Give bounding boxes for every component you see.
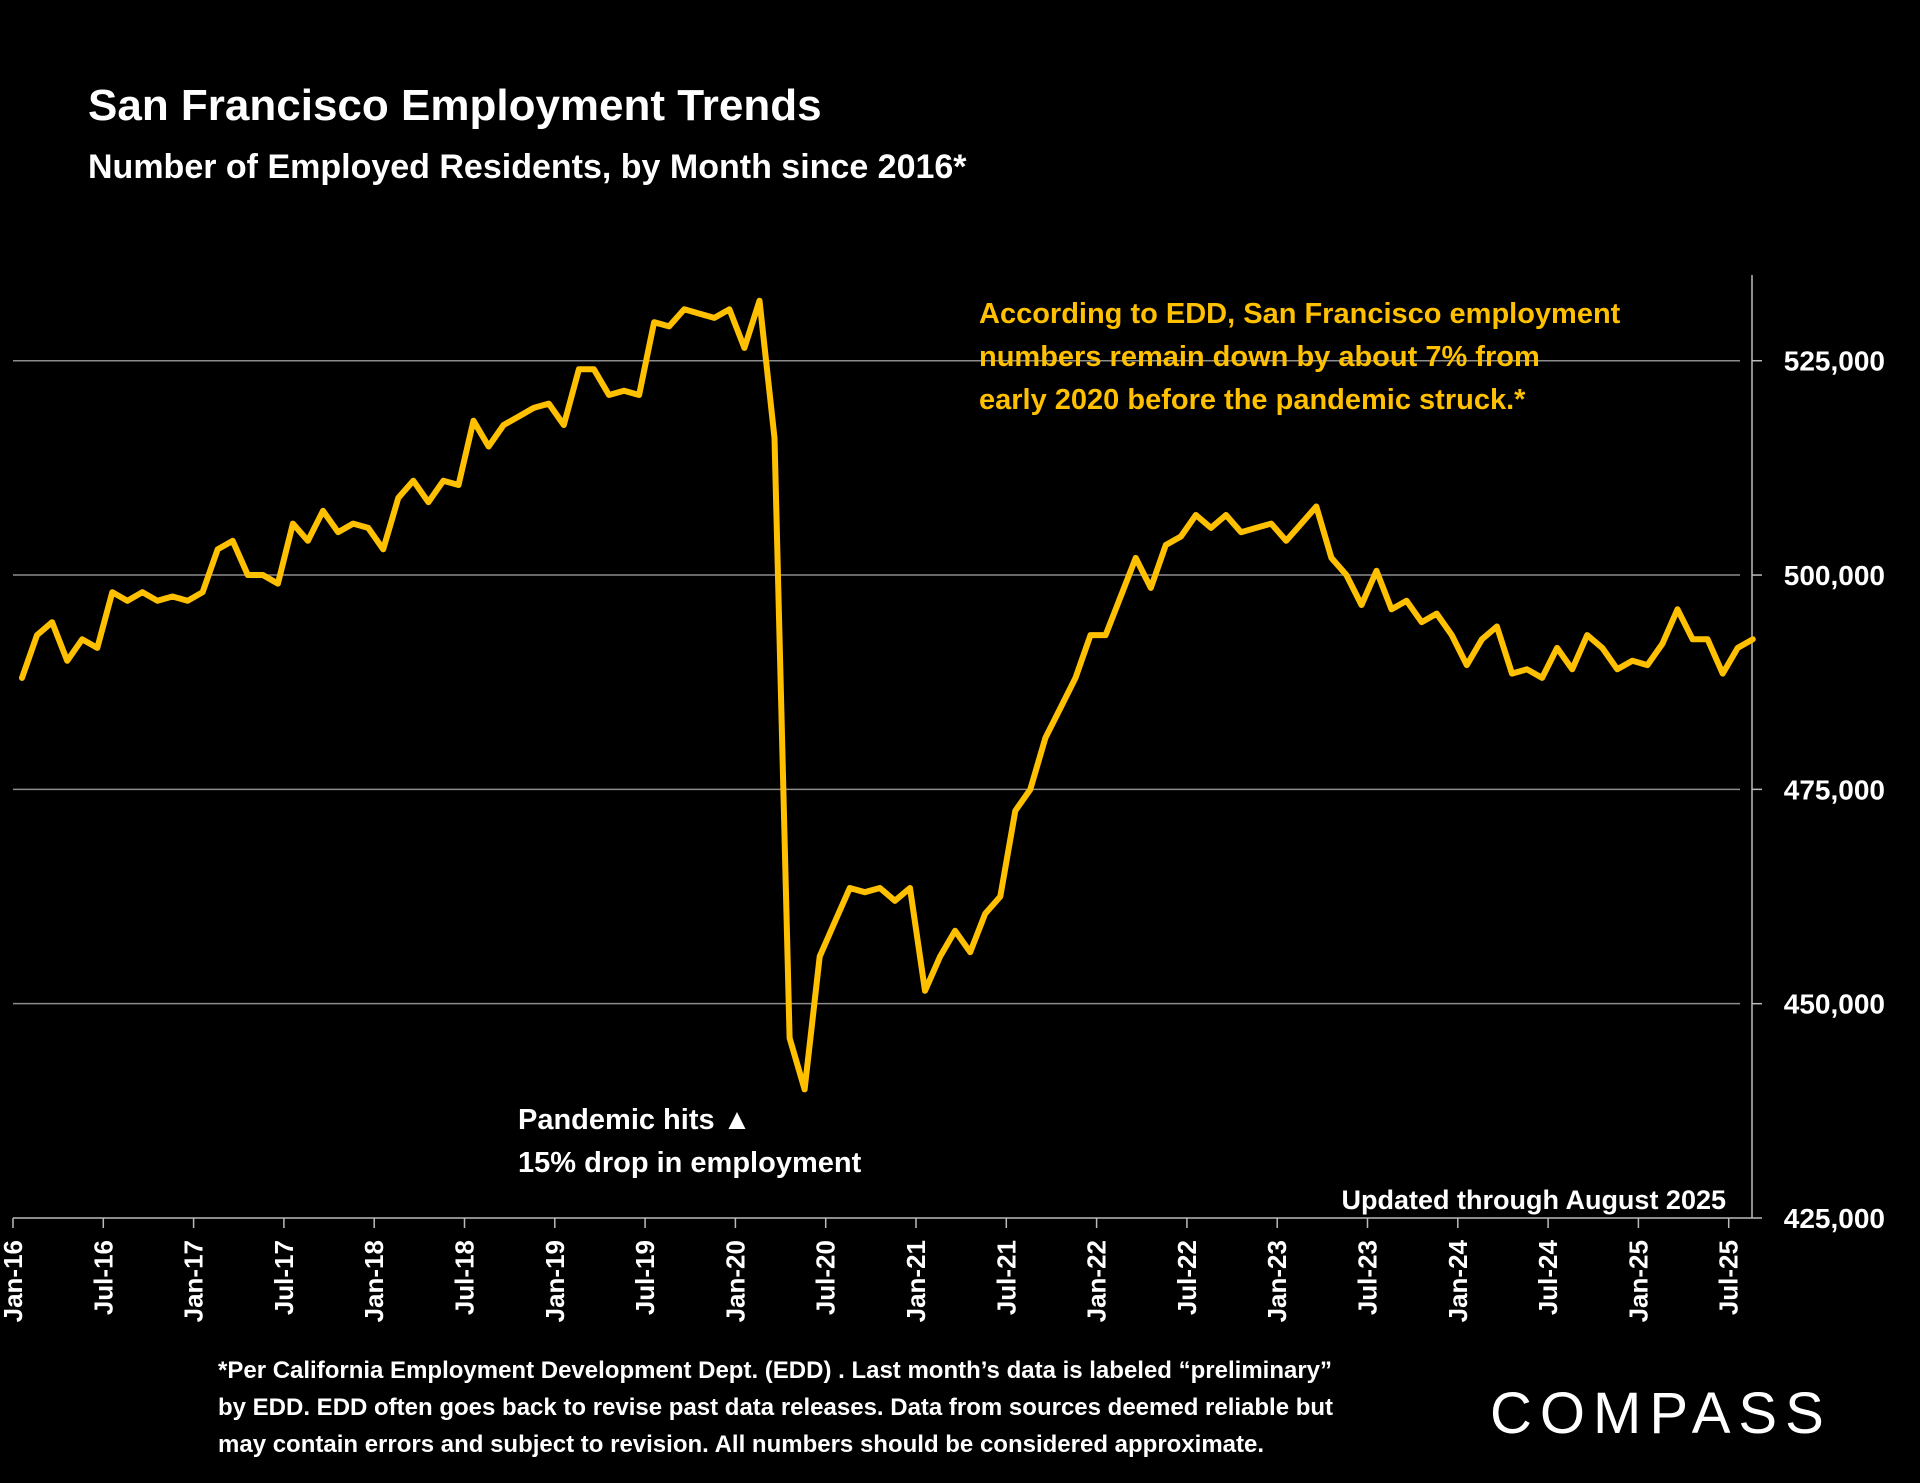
x-tick-label: Jul-21 bbox=[991, 1240, 1021, 1315]
x-tick-labels: Jan-16 Jul-16 Jan-17 Jul-17 Jan-18 Jul-18 Jan-… bbox=[0, 1239, 1744, 1322]
x-tick-label: Jan-19 bbox=[540, 1240, 570, 1322]
y-tick-label: 475,000 bbox=[1784, 774, 1885, 805]
x-tick-label: Jul-17 bbox=[269, 1240, 299, 1315]
x-tick-label: Jul-19 bbox=[630, 1240, 660, 1315]
pandemic-annotation-line-1: Pandemic hits ▲ bbox=[518, 1104, 751, 1136]
x-tick-label: Jan-16 bbox=[0, 1240, 28, 1322]
chart-subtitle: Number of Employed Residents, by Month s… bbox=[88, 148, 967, 186]
x-tick-label: Jul-22 bbox=[1172, 1240, 1202, 1315]
x-tick-label: Jul-23 bbox=[1353, 1240, 1383, 1315]
footnote-line-1: *Per California Employment Development D… bbox=[218, 1357, 1332, 1384]
x-tick-label: Jan-18 bbox=[359, 1240, 389, 1322]
footnote-line-3: may contain errors and subject to revisi… bbox=[218, 1431, 1264, 1458]
edd-annotation-line-3: early 2020 before the pandemic struck.* bbox=[979, 384, 1526, 416]
x-tick-label: Jan-22 bbox=[1082, 1240, 1112, 1322]
pandemic-annotation-line-2: 15% drop in employment bbox=[518, 1147, 862, 1179]
x-tick-label: Jul-24 bbox=[1533, 1239, 1563, 1315]
x-tick-label: Jul-16 bbox=[88, 1240, 118, 1315]
edd-annotation-line-2: numbers remain down by about 7% from bbox=[979, 341, 1540, 373]
y-tick-label: 450,000 bbox=[1784, 989, 1885, 1020]
axes bbox=[12, 275, 1762, 1228]
edd-annotation-line-1: According to EDD, San Francisco employme… bbox=[979, 298, 1621, 330]
compass-logo-text: COMPASS bbox=[1490, 1381, 1832, 1446]
y-tick-labels: 425,000 450,000 475,000 500,000 525,000 bbox=[1784, 346, 1885, 1234]
compass-logo: COMPASS bbox=[1490, 1381, 1832, 1446]
x-tick-label: Jan-17 bbox=[179, 1240, 209, 1322]
footnote-line-2: by EDD. EDD often goes back to revise pa… bbox=[218, 1394, 1333, 1421]
x-tick-label: Jul-18 bbox=[450, 1240, 480, 1315]
x-tick-label: Jul-20 bbox=[811, 1240, 841, 1315]
x-tick-label: Jan-25 bbox=[1623, 1240, 1653, 1322]
x-tick-label: Jan-24 bbox=[1443, 1239, 1473, 1322]
x-tick-label: Jan-23 bbox=[1262, 1240, 1292, 1322]
chart-title: San Francisco Employment Trends bbox=[88, 81, 822, 130]
gridlines bbox=[13, 359, 1740, 1005]
series-line-employed-residents bbox=[19, 297, 1756, 1093]
x-tick-label: Jan-20 bbox=[720, 1240, 750, 1322]
x-tick-label: Jul-25 bbox=[1714, 1240, 1744, 1315]
y-tick-label: 500,000 bbox=[1784, 560, 1885, 591]
y-tick-label: 425,000 bbox=[1784, 1203, 1885, 1234]
x-tick-label: Jan-21 bbox=[901, 1240, 931, 1322]
updated-note: Updated through August 2025 bbox=[1341, 1185, 1726, 1215]
y-tick-label: 525,000 bbox=[1784, 346, 1885, 377]
series-layer bbox=[19, 297, 1756, 1093]
